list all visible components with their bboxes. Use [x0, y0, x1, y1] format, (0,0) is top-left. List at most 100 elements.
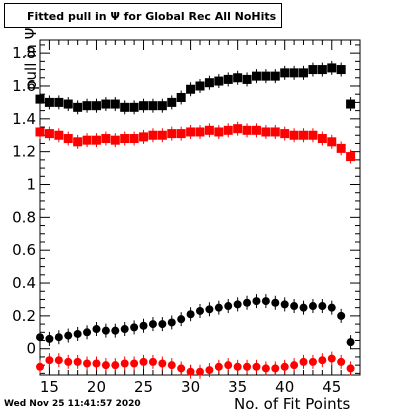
x-tick-label: 40 [275, 378, 294, 396]
data-point-circle [261, 297, 270, 306]
data-point-circle [346, 364, 355, 373]
data-point-circle [308, 357, 317, 366]
data-point-circle [45, 334, 54, 343]
data-point-square [251, 125, 261, 135]
data-point-square [336, 143, 346, 153]
data-point-circle [73, 357, 82, 366]
data-point-square [120, 134, 130, 144]
data-point-square [289, 68, 299, 78]
data-point-square [327, 137, 337, 147]
data-point-circle [243, 362, 252, 371]
data-point-square [157, 130, 167, 140]
data-point-square [167, 129, 177, 139]
data-point-square [233, 73, 243, 83]
data-point-square [327, 63, 337, 73]
data-point-circle [299, 357, 308, 366]
data-point-square [110, 99, 120, 109]
data-point-circle [186, 310, 195, 319]
data-point-circle [214, 362, 223, 371]
data-point-square [176, 92, 186, 102]
data-point-circle [130, 359, 139, 368]
data-point-circle [280, 362, 289, 371]
data-point-square [73, 137, 83, 147]
data-point-circle [271, 364, 280, 373]
y-tick-label: 1.2 [12, 143, 36, 161]
data-point-square [120, 102, 130, 112]
data-point-square [233, 124, 243, 134]
data-point-circle [177, 315, 186, 324]
data-point-square [73, 102, 83, 112]
data-point-circle [130, 323, 139, 332]
data-point-circle [243, 298, 252, 307]
data-point-square [280, 129, 290, 139]
data-point-circle [111, 361, 120, 370]
data-point-square [261, 127, 271, 137]
data-point-square [110, 135, 120, 145]
data-point-square [54, 97, 64, 107]
data-point-circle [177, 364, 186, 373]
y-tick-label: 0.6 [12, 241, 36, 259]
data-point-circle [252, 362, 261, 371]
data-point-circle [271, 298, 280, 307]
data-point-square [101, 134, 111, 144]
y-tick-label: 0.8 [12, 208, 36, 226]
data-point-circle [196, 367, 204, 376]
data-point-square [157, 101, 167, 111]
data-point-circle [318, 302, 327, 311]
data-point-square [270, 71, 280, 81]
data-point-circle [337, 311, 346, 320]
data-point-square [223, 125, 233, 135]
data-point-circle [101, 361, 110, 370]
data-point-circle [214, 303, 223, 312]
y-tick-label: 1.8 [12, 44, 36, 62]
data-point-circle [290, 361, 299, 370]
data-point-circle [54, 356, 63, 365]
data-point-circle [290, 302, 299, 311]
x-axis-label: No. of Fit Points [234, 395, 351, 413]
data-point-circle [196, 306, 204, 315]
data-point-square [91, 135, 101, 145]
data-point-square [214, 76, 224, 86]
data-point-circle [120, 359, 129, 368]
data-point-square [214, 127, 224, 137]
data-point-circle [101, 326, 110, 335]
data-point-circle [205, 305, 214, 314]
data-point-circle [280, 300, 289, 309]
y-axis-label: pull in Ψ [22, 27, 40, 90]
x-tick-label: 30 [181, 378, 200, 396]
data-point-square [195, 127, 205, 137]
x-tick-label: 45 [322, 378, 341, 396]
data-point-circle [64, 331, 73, 340]
data-markers [35, 60, 356, 379]
data-point-circle [64, 357, 73, 366]
x-tick-label: 35 [228, 378, 247, 396]
data-point-square [308, 130, 318, 140]
data-point-circle [148, 357, 157, 366]
data-point-circle [261, 364, 270, 373]
data-point-square [82, 135, 92, 145]
data-point-square [44, 97, 54, 107]
data-point-square [129, 134, 139, 144]
data-point-square [280, 68, 290, 78]
data-point-circle [308, 302, 317, 311]
data-point-circle [167, 361, 176, 370]
data-point-square [82, 101, 92, 111]
x-tick-label: 15 [40, 378, 59, 396]
data-point-square [195, 81, 205, 91]
data-point-square [242, 74, 252, 84]
x-tick-label: 25 [134, 378, 153, 396]
data-point-circle [36, 333, 44, 342]
data-point-circle [83, 328, 92, 337]
data-point-circle [205, 366, 214, 375]
data-point-square [336, 65, 346, 75]
data-point-circle [83, 359, 92, 368]
data-point-square [101, 99, 111, 109]
data-point-circle [233, 362, 242, 371]
axis-tick-labels: 15 20 25 30 35 40 45 0 0.2 0.4 0.6 0.8 1 1.2 1.4 1.6 1.8 [12, 44, 341, 396]
data-point-square [186, 84, 196, 94]
data-point-circle [224, 302, 233, 311]
data-point-square [148, 130, 158, 140]
data-point-square [308, 65, 318, 75]
data-point-square [54, 130, 64, 140]
